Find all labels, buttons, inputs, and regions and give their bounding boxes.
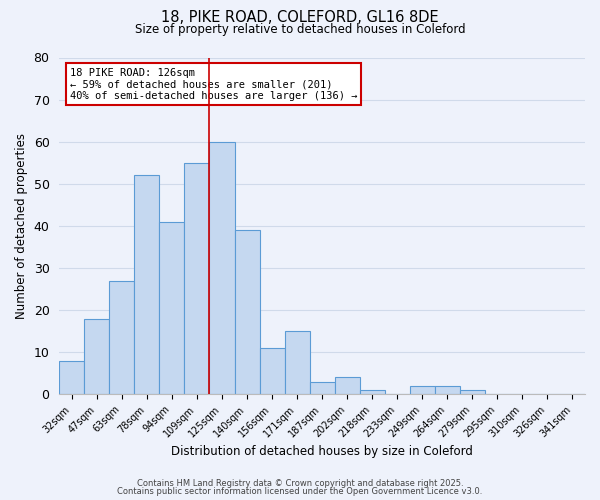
Text: Contains public sector information licensed under the Open Government Licence v3: Contains public sector information licen… xyxy=(118,487,482,496)
Bar xyxy=(109,280,134,394)
Bar xyxy=(460,390,485,394)
Bar xyxy=(59,360,85,394)
Bar xyxy=(160,222,184,394)
Bar xyxy=(260,348,284,395)
Bar xyxy=(284,331,310,394)
Text: Size of property relative to detached houses in Coleford: Size of property relative to detached ho… xyxy=(134,22,466,36)
Bar xyxy=(310,382,335,394)
Text: 18 PIKE ROAD: 126sqm
← 59% of detached houses are smaller (201)
40% of semi-deta: 18 PIKE ROAD: 126sqm ← 59% of detached h… xyxy=(70,68,357,101)
Bar xyxy=(85,318,109,394)
Bar xyxy=(410,386,435,394)
X-axis label: Distribution of detached houses by size in Coleford: Distribution of detached houses by size … xyxy=(171,444,473,458)
Bar xyxy=(209,142,235,394)
Bar xyxy=(134,176,160,394)
Bar xyxy=(335,378,359,394)
Bar xyxy=(359,390,385,394)
Text: Contains HM Land Registry data © Crown copyright and database right 2025.: Contains HM Land Registry data © Crown c… xyxy=(137,478,463,488)
Bar xyxy=(435,386,460,394)
Y-axis label: Number of detached properties: Number of detached properties xyxy=(15,133,28,319)
Bar xyxy=(235,230,260,394)
Text: 18, PIKE ROAD, COLEFORD, GL16 8DE: 18, PIKE ROAD, COLEFORD, GL16 8DE xyxy=(161,10,439,25)
Bar xyxy=(184,163,209,394)
